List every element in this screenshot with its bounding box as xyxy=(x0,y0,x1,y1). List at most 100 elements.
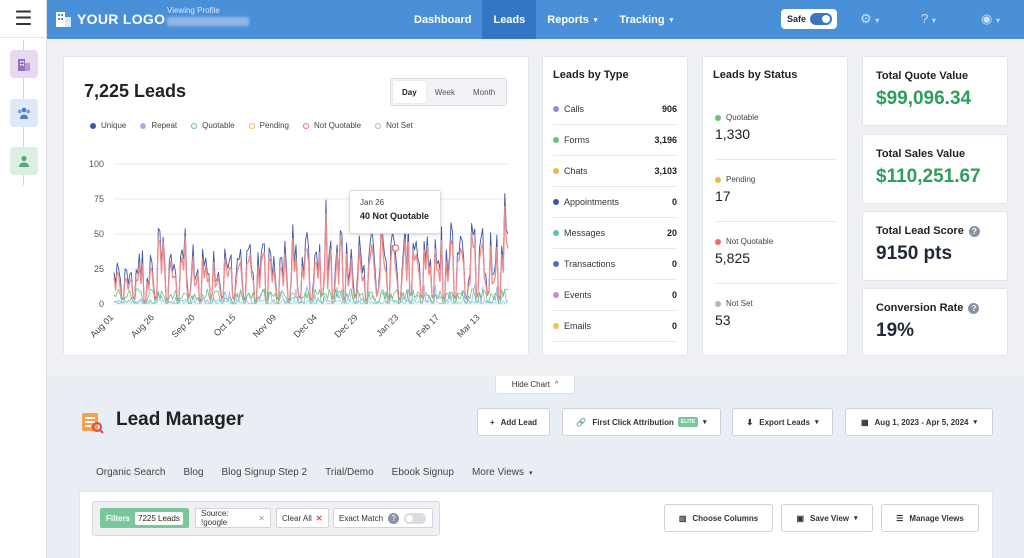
help-icon[interactable]: ? xyxy=(968,302,980,314)
view-blog-signup-step-2[interactable]: Blog Signup Step 2 xyxy=(221,467,308,478)
manage-views-button[interactable]: ☰ Manage Views xyxy=(881,504,979,532)
legend-pending[interactable]: Pending xyxy=(248,121,289,130)
more-views-dropdown[interactable]: More Views ▾ xyxy=(471,467,533,478)
status-value: 53 xyxy=(715,312,731,328)
view-organic-search[interactable]: Organic Search xyxy=(96,467,166,478)
series-unique-line xyxy=(113,193,509,302)
kpi-value: $110,251.67 xyxy=(876,166,981,187)
nav-leads[interactable]: Leads xyxy=(482,0,537,39)
range-day[interactable]: Day xyxy=(393,81,426,103)
legend-not-set[interactable]: Not Set xyxy=(375,121,413,130)
user-icon[interactable] xyxy=(10,147,38,175)
save-view-button[interactable]: ▣ Save View ▾ xyxy=(781,504,873,532)
view-blog[interactable]: Blog xyxy=(183,467,204,478)
help-icon[interactable]: ? xyxy=(968,225,980,237)
status-dot-icon xyxy=(715,238,721,245)
hide-chart-button[interactable]: Hide Chart ^ xyxy=(495,376,575,394)
type-row-events[interactable]: Events 0 xyxy=(553,280,677,311)
type-row-emails[interactable]: Emails 0 xyxy=(553,311,677,342)
safe-toggle[interactable]: Safe xyxy=(781,9,837,29)
list-icon: ☰ xyxy=(896,513,904,523)
status-dot-icon xyxy=(553,137,559,143)
nav-dashboard[interactable]: Dashboard xyxy=(414,13,472,26)
type-row-transactions[interactable]: Transactions 0 xyxy=(553,249,677,280)
kpi-quote-value: Total Quote Value $99,096.34 xyxy=(862,56,1008,126)
status-label: Quotable xyxy=(715,113,837,122)
status-value: 17 xyxy=(715,188,731,204)
help-icon[interactable]: ? xyxy=(388,512,400,524)
status-not-set[interactable]: Not Set 53 xyxy=(715,299,837,328)
toggle-switch[interactable] xyxy=(404,512,427,524)
help-icon[interactable]: ? ▾ xyxy=(921,11,936,26)
account-icon[interactable]: ◉ ▾ xyxy=(981,11,1000,26)
type-value: 0 xyxy=(671,259,677,269)
type-row-calls[interactable]: Calls 906 xyxy=(553,94,677,125)
divider xyxy=(715,159,837,160)
choose-columns-button[interactable]: ▥ Choose Columns xyxy=(664,504,773,532)
status-pending[interactable]: Pending 17 xyxy=(715,175,837,204)
menu-icon[interactable]: ☰ xyxy=(0,0,47,38)
type-row-forms[interactable]: Forms 3,196 xyxy=(553,125,677,156)
divider xyxy=(715,221,837,222)
exact-match-toggle[interactable]: Exact Match? xyxy=(333,508,433,528)
kpi-value: 19% xyxy=(876,320,915,341)
tooltip-date: Jan 26 xyxy=(360,198,385,207)
status-not-quotable[interactable]: Not Quotable 5,825 xyxy=(715,237,837,266)
legend-repeat[interactable]: Repeat xyxy=(140,121,177,130)
leads-by-status-card: Leads by Status Quotable 1,330 Pending 17 No… xyxy=(702,56,848,356)
legend-unique[interactable]: Unique xyxy=(90,121,126,130)
download-icon: ⬇ xyxy=(746,417,754,427)
chevron-down-icon: ▾ xyxy=(814,419,819,426)
status-quotable[interactable]: Quotable 1,330 xyxy=(715,113,837,142)
leads-line-chart: 100 75 50 25 0 Aug 01 Aug 26 Sep 20 Oct 15 Nov 09… xyxy=(88,159,509,340)
gear-icon[interactable]: ⚙ ▾ xyxy=(860,11,880,26)
legend-quotable[interactable]: Quotable xyxy=(191,121,235,130)
status-label: Not Set xyxy=(715,299,837,308)
type-label: Appointments xyxy=(553,197,619,207)
type-value: 906 xyxy=(661,104,677,114)
nav-tracking[interactable]: Tracking ▾ xyxy=(619,13,674,26)
chevron-down-icon: ▾ xyxy=(669,16,674,24)
viewing-profile[interactable]: Viewing Profile xyxy=(167,6,249,26)
elite-badge: ELITE xyxy=(677,417,699,427)
kpi-sales-value: Total Sales Value $110,251.67 xyxy=(862,134,1008,204)
type-row-appointments[interactable]: Appointments 0 xyxy=(553,187,677,218)
date-range-picker[interactable]: ▦ Aug 1, 2023 - Apr 5, 2024 ▾ xyxy=(845,408,993,436)
close-icon[interactable]: ✕ xyxy=(258,513,265,523)
building-icon[interactable] xyxy=(10,50,38,78)
type-label: Transactions xyxy=(553,259,615,269)
type-label: Emails xyxy=(553,321,591,331)
toggle-switch[interactable] xyxy=(810,13,832,25)
clear-all-button[interactable]: Clear All ✕ xyxy=(276,508,329,528)
legend-not-quotable[interactable]: Not Quotable xyxy=(302,121,361,130)
source-filter-chip[interactable]: Source: !google ✕ xyxy=(195,508,271,528)
add-lead-button[interactable]: + Add Lead xyxy=(477,408,550,436)
logo[interactable]: YOUR LOGO xyxy=(55,10,165,28)
range-week[interactable]: Week xyxy=(434,87,455,97)
y-tick-label: 50 xyxy=(94,229,104,239)
x-tick-label: Mar 13 xyxy=(455,312,482,339)
kpi-lead-score: Total Lead Score? 9150 pts xyxy=(862,211,1008,281)
range-month[interactable]: Month xyxy=(473,87,496,97)
status-dot-icon xyxy=(553,323,559,329)
team-icon[interactable] xyxy=(10,99,38,127)
export-leads-button[interactable]: ⬇ Export Leads ▾ xyxy=(732,408,833,436)
status-dot-icon xyxy=(715,176,721,183)
status-dot-icon xyxy=(553,168,559,174)
y-tick-label: 75 xyxy=(94,194,104,204)
status-dot-icon xyxy=(553,292,559,298)
main-nav: Dashboard Leads Reports ▾ Tracking ▾ xyxy=(403,0,684,39)
nav-reports[interactable]: Reports ▾ xyxy=(547,13,598,26)
logo-icon xyxy=(56,12,71,27)
calendar-icon: ▦ xyxy=(860,417,869,427)
view-trial-demo[interactable]: Trial/Demo xyxy=(325,467,374,478)
type-row-messages[interactable]: Messages 20 xyxy=(553,218,677,249)
kpi-title: Total Lead Score? xyxy=(876,225,980,237)
attribution-dropdown[interactable]: 🔗 First Click Attribution ELITE ▾ xyxy=(562,408,721,436)
type-row-chats[interactable]: Chats 3,103 xyxy=(553,156,677,187)
chevron-down-icon: ▾ xyxy=(703,419,707,426)
filters-badge[interactable]: Filters 7225 Leads xyxy=(100,508,189,528)
series-not-quotable-line xyxy=(113,206,509,303)
view-ebook-signup[interactable]: Ebook Signup xyxy=(391,467,454,478)
close-icon: ✕ xyxy=(315,513,323,523)
